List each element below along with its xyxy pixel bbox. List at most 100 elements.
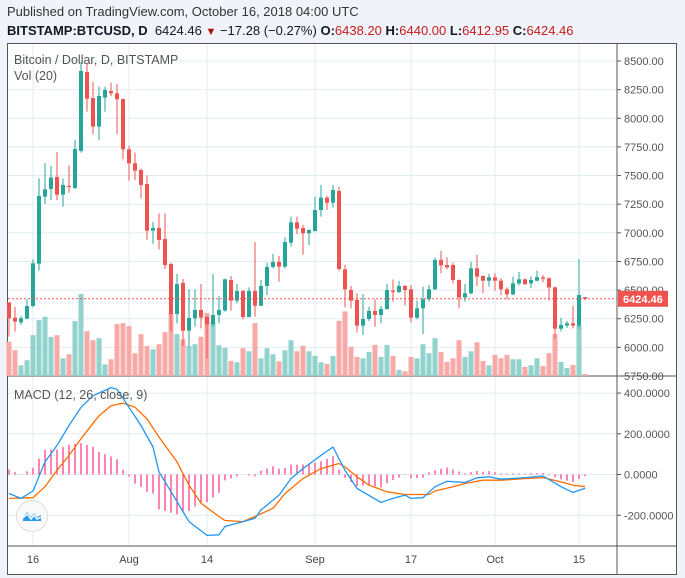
candle-body <box>397 285 401 292</box>
time-axis-label: 17 <box>405 554 417 566</box>
volume-bar <box>156 344 162 376</box>
candle-body <box>271 261 275 267</box>
volume-bar <box>138 334 144 376</box>
volume-bar <box>366 351 372 376</box>
volume-bar <box>432 338 438 376</box>
volume-bar <box>72 321 78 376</box>
candle-body <box>565 323 569 326</box>
candle-body <box>469 268 473 294</box>
volume-bar <box>312 355 318 376</box>
candle-body <box>241 291 245 318</box>
volume-bar <box>60 358 66 376</box>
price-axis-label: 6750.00 <box>624 256 664 268</box>
signal-line <box>8 402 586 523</box>
candle-body <box>103 89 107 98</box>
candle-body <box>577 295 581 326</box>
candle-body <box>49 177 53 189</box>
volume-bar <box>438 351 444 376</box>
candle-body <box>511 283 515 295</box>
volume-bar <box>402 371 408 376</box>
volume-bar <box>360 358 366 376</box>
volume-bar <box>78 294 84 376</box>
tradingview-logo-icon[interactable] <box>16 500 48 532</box>
volume-bar <box>228 360 234 376</box>
candle-body <box>289 222 293 243</box>
candle-body <box>127 149 131 164</box>
volume-bar <box>246 351 252 376</box>
symbol-legend: BITSTAMP:BTCUSD, D 6424.46 ▼ −17.28 (−0.… <box>7 23 574 38</box>
last-price: 6424.46 <box>154 23 202 38</box>
high-label: H: <box>385 23 400 38</box>
candle-body <box>439 259 443 266</box>
volume-bar <box>390 355 396 376</box>
candle-body <box>355 299 359 326</box>
volume-bar <box>234 362 240 376</box>
volume-bar <box>354 356 360 376</box>
candle-body <box>217 309 221 315</box>
candle-body <box>391 290 395 292</box>
candle-body <box>295 222 299 229</box>
volume-bar <box>42 316 48 376</box>
candle-body <box>259 285 263 306</box>
candle-body <box>541 277 545 279</box>
volume-bar <box>294 351 300 376</box>
volume-bar <box>468 351 474 376</box>
volume-bar <box>222 347 228 376</box>
candle-body <box>37 195 41 264</box>
candle-body <box>133 163 137 171</box>
macd-axis-label: 400.0000 <box>624 388 670 400</box>
volume-bar <box>564 367 570 376</box>
candle-body <box>313 210 317 231</box>
volume-bar <box>192 344 198 376</box>
symbol-name: BITSTAMP:BTCUSD, D <box>7 23 148 38</box>
macd-title: MACD (12, 26, close, 9) <box>14 388 148 402</box>
volume-bar <box>174 334 180 376</box>
volume-bar <box>330 355 336 376</box>
volume-bar <box>258 358 264 376</box>
candle-body <box>67 185 71 188</box>
price-axis-label: 5750.00 <box>624 371 664 383</box>
candle-body <box>487 277 491 281</box>
published-caption: Published on TradingView.com, October 16… <box>7 4 359 19</box>
candle-body <box>349 289 353 301</box>
candle-body <box>553 287 557 329</box>
volume-bar <box>444 361 450 376</box>
price-change: −17.28 (−0.27%) <box>219 23 317 38</box>
volume-bar <box>24 360 30 376</box>
close-value: 6424.46 <box>526 23 574 38</box>
volume-bar <box>324 363 330 376</box>
candle-body <box>235 291 239 301</box>
volume-bar <box>414 358 420 376</box>
volume-bar <box>90 340 96 376</box>
candle-body <box>517 279 521 284</box>
volume-bar <box>210 322 216 376</box>
time-axis-label: Oct <box>486 554 503 566</box>
candle-body <box>283 241 287 267</box>
volume-bar <box>534 358 540 376</box>
low-label: L: <box>449 23 463 38</box>
macd-axis-label: 200.0000 <box>624 429 670 441</box>
high-value: 6440.00 <box>399 23 447 38</box>
candle-body <box>199 309 203 318</box>
candle-body <box>121 98 125 150</box>
volume-bar <box>486 365 492 376</box>
candle-body <box>505 289 509 295</box>
candle-body <box>109 91 113 94</box>
candle-body <box>493 277 497 281</box>
candle-body <box>25 306 29 319</box>
volume-bar <box>516 359 522 376</box>
candle-body <box>229 280 233 301</box>
candle-body <box>97 95 101 127</box>
candle-body <box>151 228 155 231</box>
volume-bar <box>522 366 528 376</box>
volume-bar <box>306 351 312 376</box>
volume-bar <box>54 335 60 376</box>
price-axis-label: 8250.00 <box>624 85 664 97</box>
volume-bar <box>492 354 498 376</box>
volume-bar <box>510 359 516 376</box>
volume-bar <box>288 340 294 376</box>
volume-bar <box>84 331 90 376</box>
candle-body <box>31 263 35 307</box>
time-axis-label: Sep <box>305 554 325 566</box>
